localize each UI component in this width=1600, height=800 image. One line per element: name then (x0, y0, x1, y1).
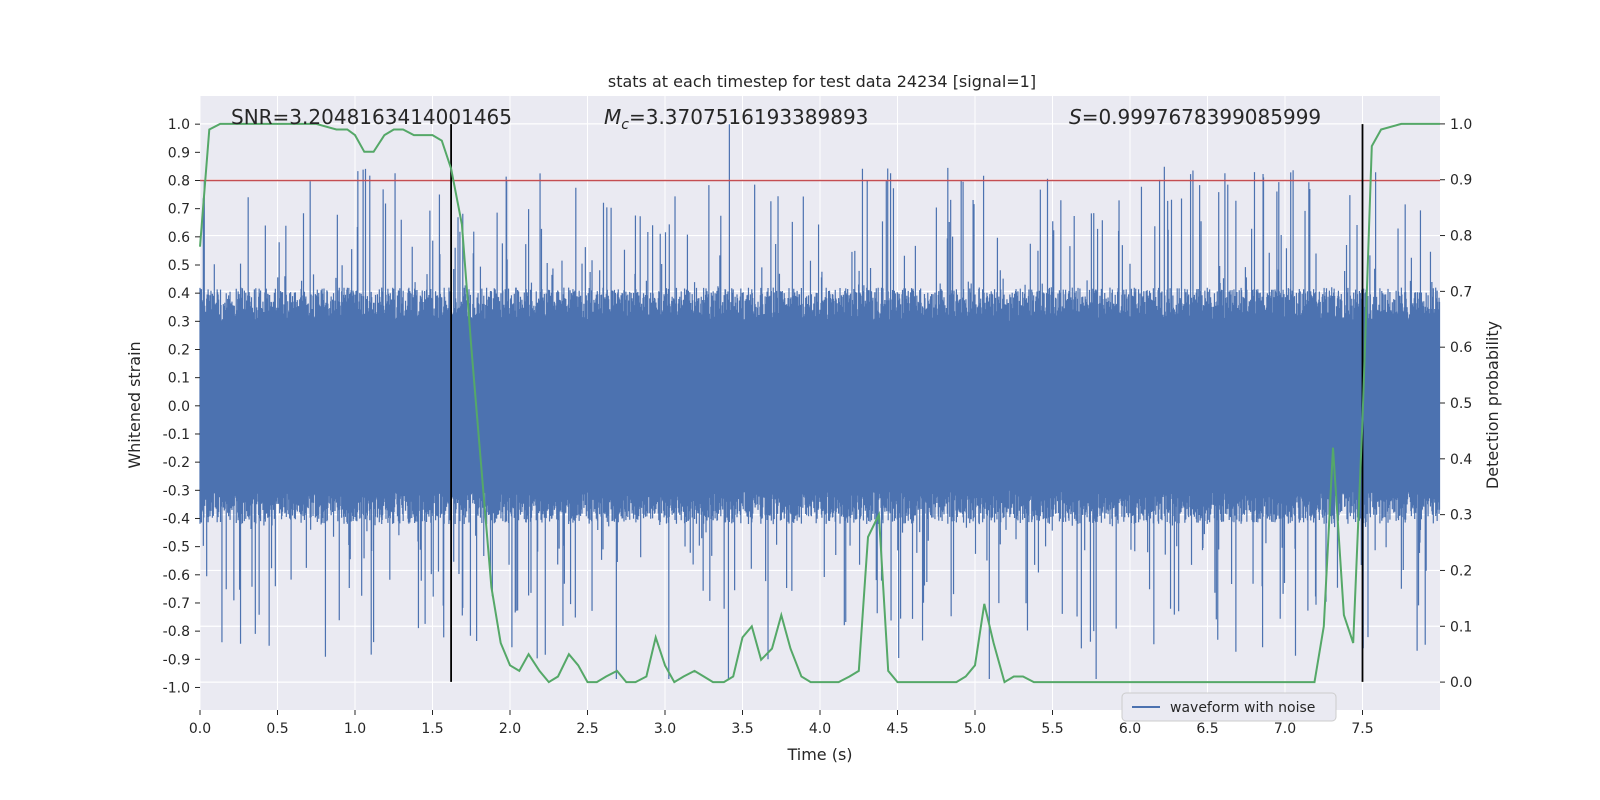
x-tick-label: 6.5 (1196, 721, 1218, 737)
left-y-axis-ticks: 1.0 0.9 0.8 0.7 0.6 0.5 0.4 0.3 0.2 0.1 0.0 -0.1 -0.… (163, 117, 200, 696)
left-y-axis-label: Whitened strain (125, 341, 144, 468)
right-y-tick-label: 0.0 (1450, 675, 1472, 691)
chirp-mass-symbol: M (604, 105, 621, 129)
left-y-tick-label: -0.8 (163, 624, 190, 640)
left-y-tick-label: -0.5 (163, 540, 190, 556)
left-y-tick-label: 0.4 (168, 286, 190, 302)
x-tick-label: 4.0 (809, 721, 831, 737)
left-y-tick-label: -0.6 (163, 568, 190, 584)
left-y-tick-label: -0.7 (163, 596, 190, 612)
x-tick-label: 0.5 (266, 721, 288, 737)
x-tick-label: 1.5 (421, 721, 443, 737)
x-tick-label: 5.0 (964, 721, 986, 737)
left-y-tick-label: 0.0 (168, 399, 190, 415)
detection-probability-series (199, 122, 1440, 684)
left-y-tick-label: 0.8 (168, 173, 190, 189)
right-y-tick-label: 0.2 (1450, 563, 1472, 579)
chirp-mass-value: =3.3707516193389893 (629, 105, 868, 129)
x-axis-label: Time (s) (786, 745, 852, 764)
right-y-tick-label: 0.6 (1450, 340, 1472, 356)
left-y-tick-label: 0.3 (168, 314, 190, 330)
right-y-tick-label: 1.0 (1450, 117, 1472, 133)
x-tick-label: 7.0 (1274, 721, 1296, 737)
x-tick-label: 6.0 (1119, 721, 1141, 737)
x-tick-label: 2.0 (499, 721, 521, 737)
left-y-tick-label: 0.7 (168, 202, 190, 218)
right-y-tick-label: 0.9 (1450, 173, 1472, 189)
chart-title: stats at each timestep for test data 242… (608, 72, 1036, 91)
legend-box (1121, 692, 1337, 722)
right-y-axis-label: Detection probability (1483, 321, 1502, 489)
left-y-tick-label: -0.4 (163, 511, 190, 527)
right-y-axis-ticks: 1.0 0.9 0.8 0.7 0.6 0.5 0.4 0.3 0.2 0.1 0.0 (1440, 117, 1472, 691)
x-tick-label: 2.5 (576, 721, 598, 737)
x-tick-label: 4.5 (886, 721, 908, 737)
left-y-tick-label: 1.0 (168, 117, 190, 133)
x-tick-label: 0.0 (189, 721, 211, 737)
right-y-tick-label: 0.3 (1450, 508, 1472, 524)
x-axis-ticks: 0.0 0.5 1.0 1.5 2.0 2.5 3.0 3.5 4.0 4.5 5.0 5.5 6.0 6… (189, 710, 1374, 737)
legend: waveform with noise (1121, 692, 1337, 722)
left-y-tick-label: -0.2 (163, 455, 190, 471)
left-y-tick-label: 0.5 (168, 258, 190, 274)
significance-annotation: S=0.9997678399085999 (1069, 105, 1321, 129)
x-tick-label: 3.0 (654, 721, 676, 737)
right-y-tick-label: 0.5 (1450, 396, 1472, 412)
right-y-tick-label: 0.7 (1450, 284, 1472, 300)
left-y-tick-label: 0.1 (168, 371, 190, 387)
x-tick-label: 7.5 (1351, 721, 1373, 737)
right-y-tick-label: 0.8 (1450, 229, 1472, 245)
significance-symbol: S (1069, 105, 1082, 129)
legend-label-waveform: waveform with noise (1170, 700, 1315, 716)
x-tick-label: 1.0 (344, 721, 366, 737)
chirp-mass-annotation: Mc=3.3707516193389893 (604, 105, 868, 133)
chirp-mass-subscript: c (621, 117, 629, 133)
snr-annotation: SNR=3.2048163414001465 (231, 105, 512, 129)
x-tick-label: 5.5 (1041, 721, 1063, 737)
left-y-tick-label: -0.9 (163, 652, 190, 668)
right-y-tick-label: 0.1 (1450, 619, 1472, 635)
x-tick-label: 3.5 (731, 721, 753, 737)
significance-value: =0.9997678399085999 (1082, 105, 1321, 129)
right-y-tick-label: 0.4 (1450, 452, 1472, 468)
left-y-tick-label: -0.1 (163, 427, 190, 443)
left-y-tick-label: 0.2 (168, 342, 190, 358)
left-y-tick-label: -0.3 (163, 483, 190, 499)
left-y-tick-label: 0.9 (168, 145, 190, 161)
left-y-tick-label: 0.6 (168, 230, 190, 246)
left-y-tick-label: -1.0 (163, 680, 190, 696)
